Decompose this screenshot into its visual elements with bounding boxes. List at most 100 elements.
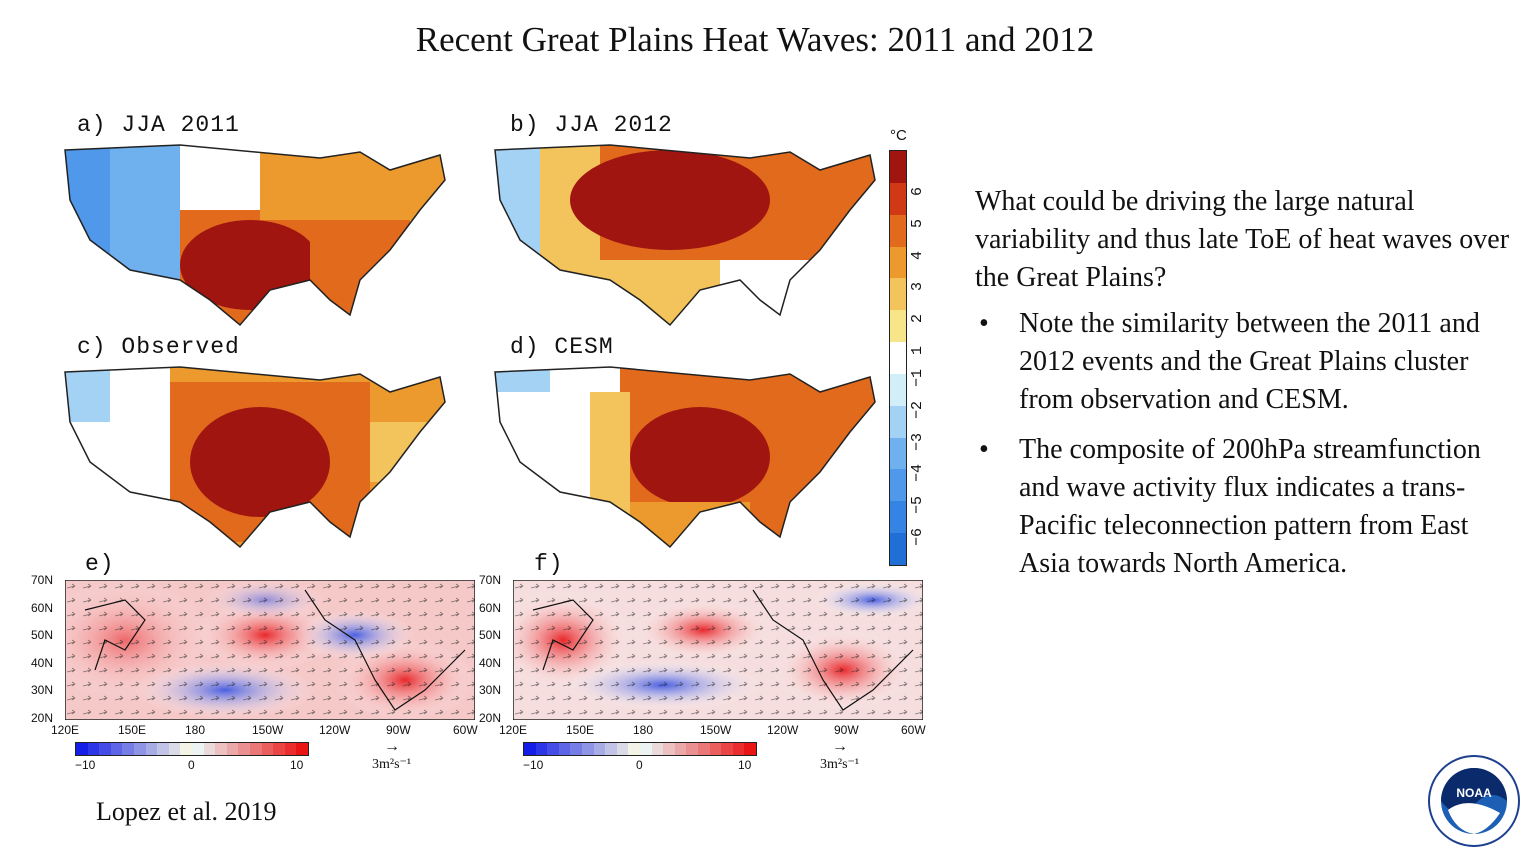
sf-colorbar-segment [616,743,629,755]
map-cesm [494,366,876,549]
sf-colorbar-segment [191,743,204,755]
colorbar-tick: 2 [909,314,926,324]
colorbar-segment [890,342,906,375]
colorbar-segment [890,469,906,502]
sf-colorbar-segment [122,743,134,755]
sf-colorbar-segment [168,743,181,755]
panel-label-c: c) Observed [77,334,240,360]
lat-label: 30N [479,683,502,697]
sf-colorbar-segment [99,743,111,755]
sf-colorbar-segment [226,743,239,755]
discussion-bullets: Note the similarity between the 2011 and… [975,305,1520,583]
sf-colorbar-segment [558,743,571,755]
sf-colorbar-segment [721,743,733,755]
sf-colorbar-segment [651,743,664,755]
sf-colorbar-segment [570,743,582,755]
temperature-colorbar [889,150,907,566]
colorbar-tick: 5 [909,218,926,228]
lon-label: 150W [252,723,284,737]
sf-colorbar-segment [284,743,297,755]
colorbar-unit: °C [890,127,907,144]
colorbar-segment [890,310,906,343]
colorbar-tick: 1 [909,346,926,356]
vector-scale-e: 3m²s⁻¹ [372,757,412,772]
sf-colorbar-segment [273,743,285,755]
panel-label-e: e) [85,551,115,577]
slide-title: Recent Great Plains Heat Waves: 2011 and… [415,20,1095,59]
lon-label: 120W [319,723,351,737]
bullet-similarity: Note the similarity between the 2011 and… [975,305,1520,419]
sf-colorbar-segment [581,743,594,755]
lon-label: 150E [118,723,147,737]
noaa-logo-text: NOAA [1456,786,1492,800]
sf-colorbar-segment [697,743,710,755]
streamfunction-colorbar-e [75,742,309,756]
colorbar-tick: −6 [909,528,926,547]
sf-cbar-zero-f: 0 [636,758,643,772]
sf-colorbar-segment [535,743,548,755]
sf-colorbar-segment [628,743,640,755]
lat-label: 60N [479,600,502,615]
lon-label: 120W [767,723,799,737]
sf-cbar-min-e: −10 [75,758,96,772]
sf-cbar-zero-e: 0 [188,758,195,772]
sf-colorbar-segment [76,743,88,755]
panel-label-f: f) [534,551,564,577]
vector-arrow-e: → [384,738,400,755]
colorbar-tick: −2 [909,400,926,419]
sf-colorbar-segment [296,743,308,755]
sf-colorbar-segment [145,743,158,755]
sf-colorbar-segment [605,743,617,755]
lat-label: 70N [479,573,502,587]
lon-label: 180 [185,723,206,737]
map-jja-2012 [494,144,876,327]
sf-colorbar-segment [215,743,227,755]
colorbar-segment [890,278,906,311]
sf-colorbar-segment [674,743,687,755]
lat-label: 30N [31,683,54,697]
lon-label: 120E [51,723,80,737]
lon-label: 60W [453,723,478,737]
sf-colorbar-segment [157,743,169,755]
sf-colorbar-segment [744,743,756,755]
sf-colorbar-segment [686,743,698,755]
panel-label-a: a) JJA 2011 [77,112,240,138]
citation: Lopez et al. 2019 [96,797,277,826]
sf-colorbar-segment [249,743,262,755]
lat-label: 60N [31,600,54,615]
colorbar-tick: 6 [909,186,926,196]
streamfunction-colorbar-f [523,742,757,756]
sf-colorbar-segment [261,743,274,755]
lon-label: 120E [499,723,528,737]
discussion-question: What could be driving the large natural … [975,186,1510,293]
lat-label: 40N [31,655,54,670]
sf-colorbar-segment [133,743,146,755]
sf-cbar-min-f: −10 [523,758,544,772]
vector-arrow-f: → [832,738,848,755]
sf-colorbar-segment [238,743,250,755]
panel-label-b: b) JJA 2012 [510,112,673,138]
lon-label: 180 [633,723,654,737]
sf-colorbar-segment [524,743,536,755]
colorbar-tick: 4 [909,250,926,260]
noaa-logo: NOAA [1428,755,1520,847]
sf-colorbar-segment [203,743,216,755]
map-observed [64,366,446,549]
colorbar-segment [890,182,906,216]
lat-label: 70N [31,573,54,587]
discussion-text: What could be driving the large natural … [975,183,1520,595]
sf-colorbar-segment [547,743,559,755]
sf-colorbar-segment [180,743,192,755]
lat-label: 50N [479,628,502,642]
colorbar-segment [890,533,906,566]
streamfunction-map-f [513,580,923,720]
sf-colorbar-segment [663,743,675,755]
colorbar-segment [890,405,906,439]
colorbar-segment [890,246,906,279]
colorbar-tick: −4 [909,464,926,483]
sf-colorbar-segment [732,743,745,755]
colorbar-tick: −3 [909,432,926,451]
colorbar-segment [890,373,906,407]
sf-cbar-max-e: 10 [290,758,304,772]
lat-label: 40N [479,655,502,670]
